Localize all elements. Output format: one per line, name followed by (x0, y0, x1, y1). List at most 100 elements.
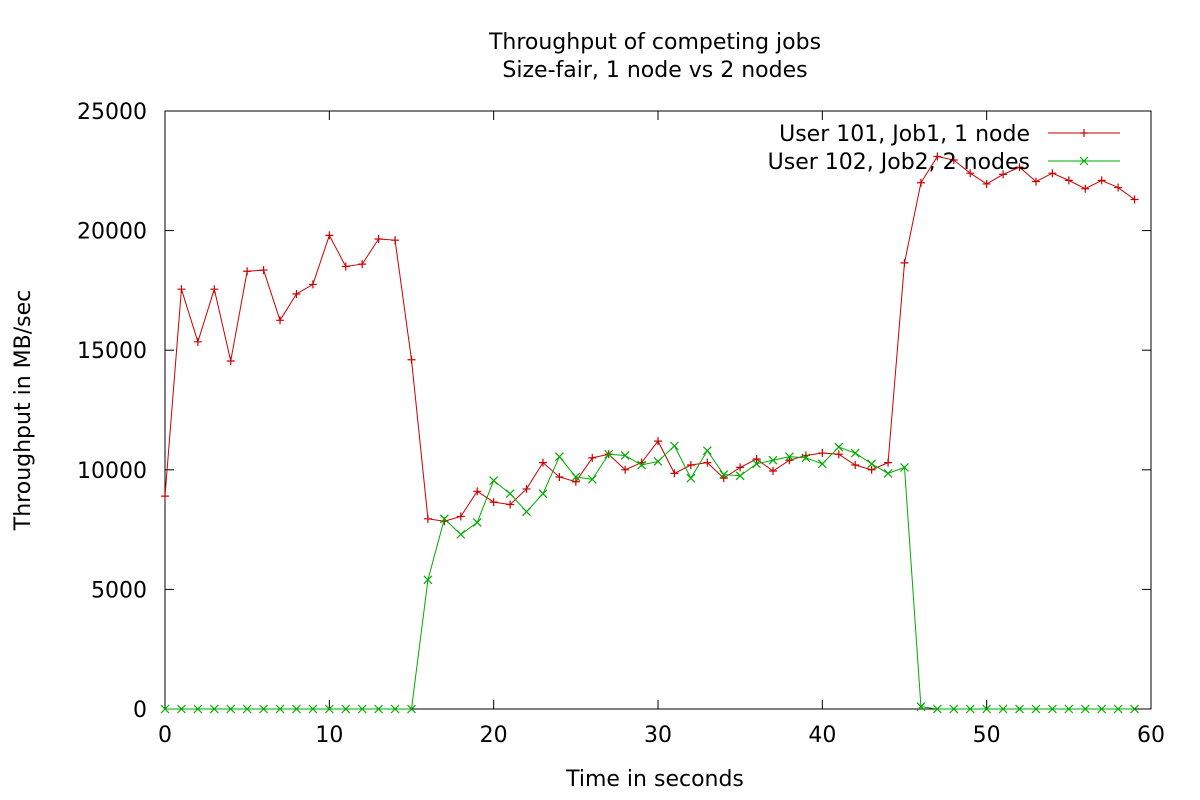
series-1-point (999, 170, 1008, 179)
series-2-line (165, 445, 1135, 710)
series-1-point (933, 152, 942, 161)
series-1-point (588, 453, 597, 462)
series-1-point (1097, 176, 1106, 185)
series-2-point (341, 704, 351, 714)
series-1-point (884, 458, 893, 467)
x-tick-label: 60 (1137, 723, 1165, 748)
series-1-point (867, 465, 876, 474)
series-2-point (686, 473, 696, 483)
series-2-point (1015, 704, 1024, 714)
series-1-point (900, 258, 909, 267)
series-1-point (538, 458, 547, 467)
series-2-point (719, 470, 729, 480)
series-2-point (489, 476, 499, 485)
series-1-point (1015, 163, 1024, 172)
series-2-point (785, 452, 794, 462)
series-1-point (374, 234, 383, 243)
series-1-point (686, 461, 695, 470)
series-1-point (1064, 176, 1073, 185)
y-tick-label: 0 (133, 698, 147, 723)
series-1-point (456, 512, 465, 521)
series-2-point (439, 514, 449, 524)
chart-title: Throughput of competing jobs (488, 30, 821, 55)
series-1-point (851, 461, 860, 470)
series-2-point (292, 704, 301, 714)
series-1-point (949, 156, 958, 165)
series-1-point (736, 463, 745, 472)
series-2-point (423, 575, 433, 585)
series-1-point (308, 280, 317, 289)
x-tick-label: 20 (480, 723, 508, 748)
series-2-point (1097, 704, 1107, 714)
series-2-point (620, 451, 630, 460)
series-2-point (900, 462, 909, 472)
series-layer (160, 152, 1139, 714)
series-1-point (358, 260, 367, 269)
series-1-point (226, 356, 235, 365)
y-tick-label: 15000 (77, 339, 147, 364)
series-2-point (242, 704, 252, 714)
series-1-point (818, 449, 827, 458)
legend-label: User 101, Job1, 1 node (779, 122, 1030, 147)
series-2-point (637, 460, 646, 470)
series-2-point (801, 453, 811, 463)
series-2-point (538, 489, 548, 499)
series-2-point (998, 704, 1008, 714)
series-1-point (506, 500, 515, 509)
series-1-point (769, 466, 778, 475)
series-2-point (209, 704, 219, 714)
series-2-point (275, 704, 285, 714)
series-2-point (390, 704, 400, 714)
series-2-point (1047, 704, 1057, 714)
series-1-point (161, 492, 169, 501)
series-2-point (308, 704, 318, 714)
series-2-point (752, 459, 762, 469)
series-2-point (571, 472, 581, 482)
x-axis-label: Time in seconds (565, 767, 744, 792)
series-2 (160, 441, 1139, 714)
series-2-point (522, 507, 531, 517)
series-1-point (752, 455, 761, 464)
series-1-point (1130, 195, 1139, 204)
y-tick-label: 20000 (77, 220, 147, 245)
series-1-point (834, 450, 843, 459)
legend-label: User 102, Job2, 2 nodes (768, 150, 1030, 175)
series-2-point (932, 704, 942, 714)
series-1-point (916, 178, 925, 187)
series-1-point (259, 266, 268, 275)
series-2-point (653, 457, 663, 466)
series-1-point (621, 465, 630, 474)
y-axis-label: Throughput in MB/sec (11, 290, 36, 531)
series-2-point (1031, 704, 1041, 714)
series-2-point (1130, 704, 1139, 714)
x-tick-label: 50 (973, 723, 1001, 748)
series-2-point (177, 704, 186, 714)
series-2-point (604, 449, 614, 459)
series-1-point (785, 456, 794, 465)
series-1-point (670, 469, 679, 478)
legend: User 101, Job1, 1 node User 102, Job2, 2 … (768, 122, 1120, 175)
series-1-point (1048, 169, 1057, 178)
series-2-point (834, 442, 844, 452)
y-tick-label: 5000 (91, 578, 147, 603)
series-1-point (193, 337, 202, 346)
y-tick-label: 25000 (77, 100, 147, 125)
chart-subtitle: Size-fair, 1 node vs 2 nodes (502, 58, 807, 83)
series-1-point (1114, 183, 1123, 192)
series-2-point (867, 459, 877, 469)
series-2-point (735, 471, 745, 481)
series-2-point (1080, 704, 1090, 714)
series-2-point (1113, 704, 1123, 714)
series-2-point (226, 704, 236, 714)
series-2-point (193, 704, 203, 714)
series-2-point (982, 704, 992, 714)
series-2-point (670, 441, 679, 451)
y-axis-ticks: 0 5000 10000 15000 20000 25000 (77, 100, 1151, 723)
series-2-point (949, 704, 959, 714)
series-2-point (472, 517, 482, 527)
legend-marker (1080, 129, 1088, 137)
series-2-point (456, 529, 466, 539)
y-tick-label: 10000 (77, 459, 147, 484)
series-2-point (324, 704, 334, 714)
series-1-point (391, 236, 400, 245)
